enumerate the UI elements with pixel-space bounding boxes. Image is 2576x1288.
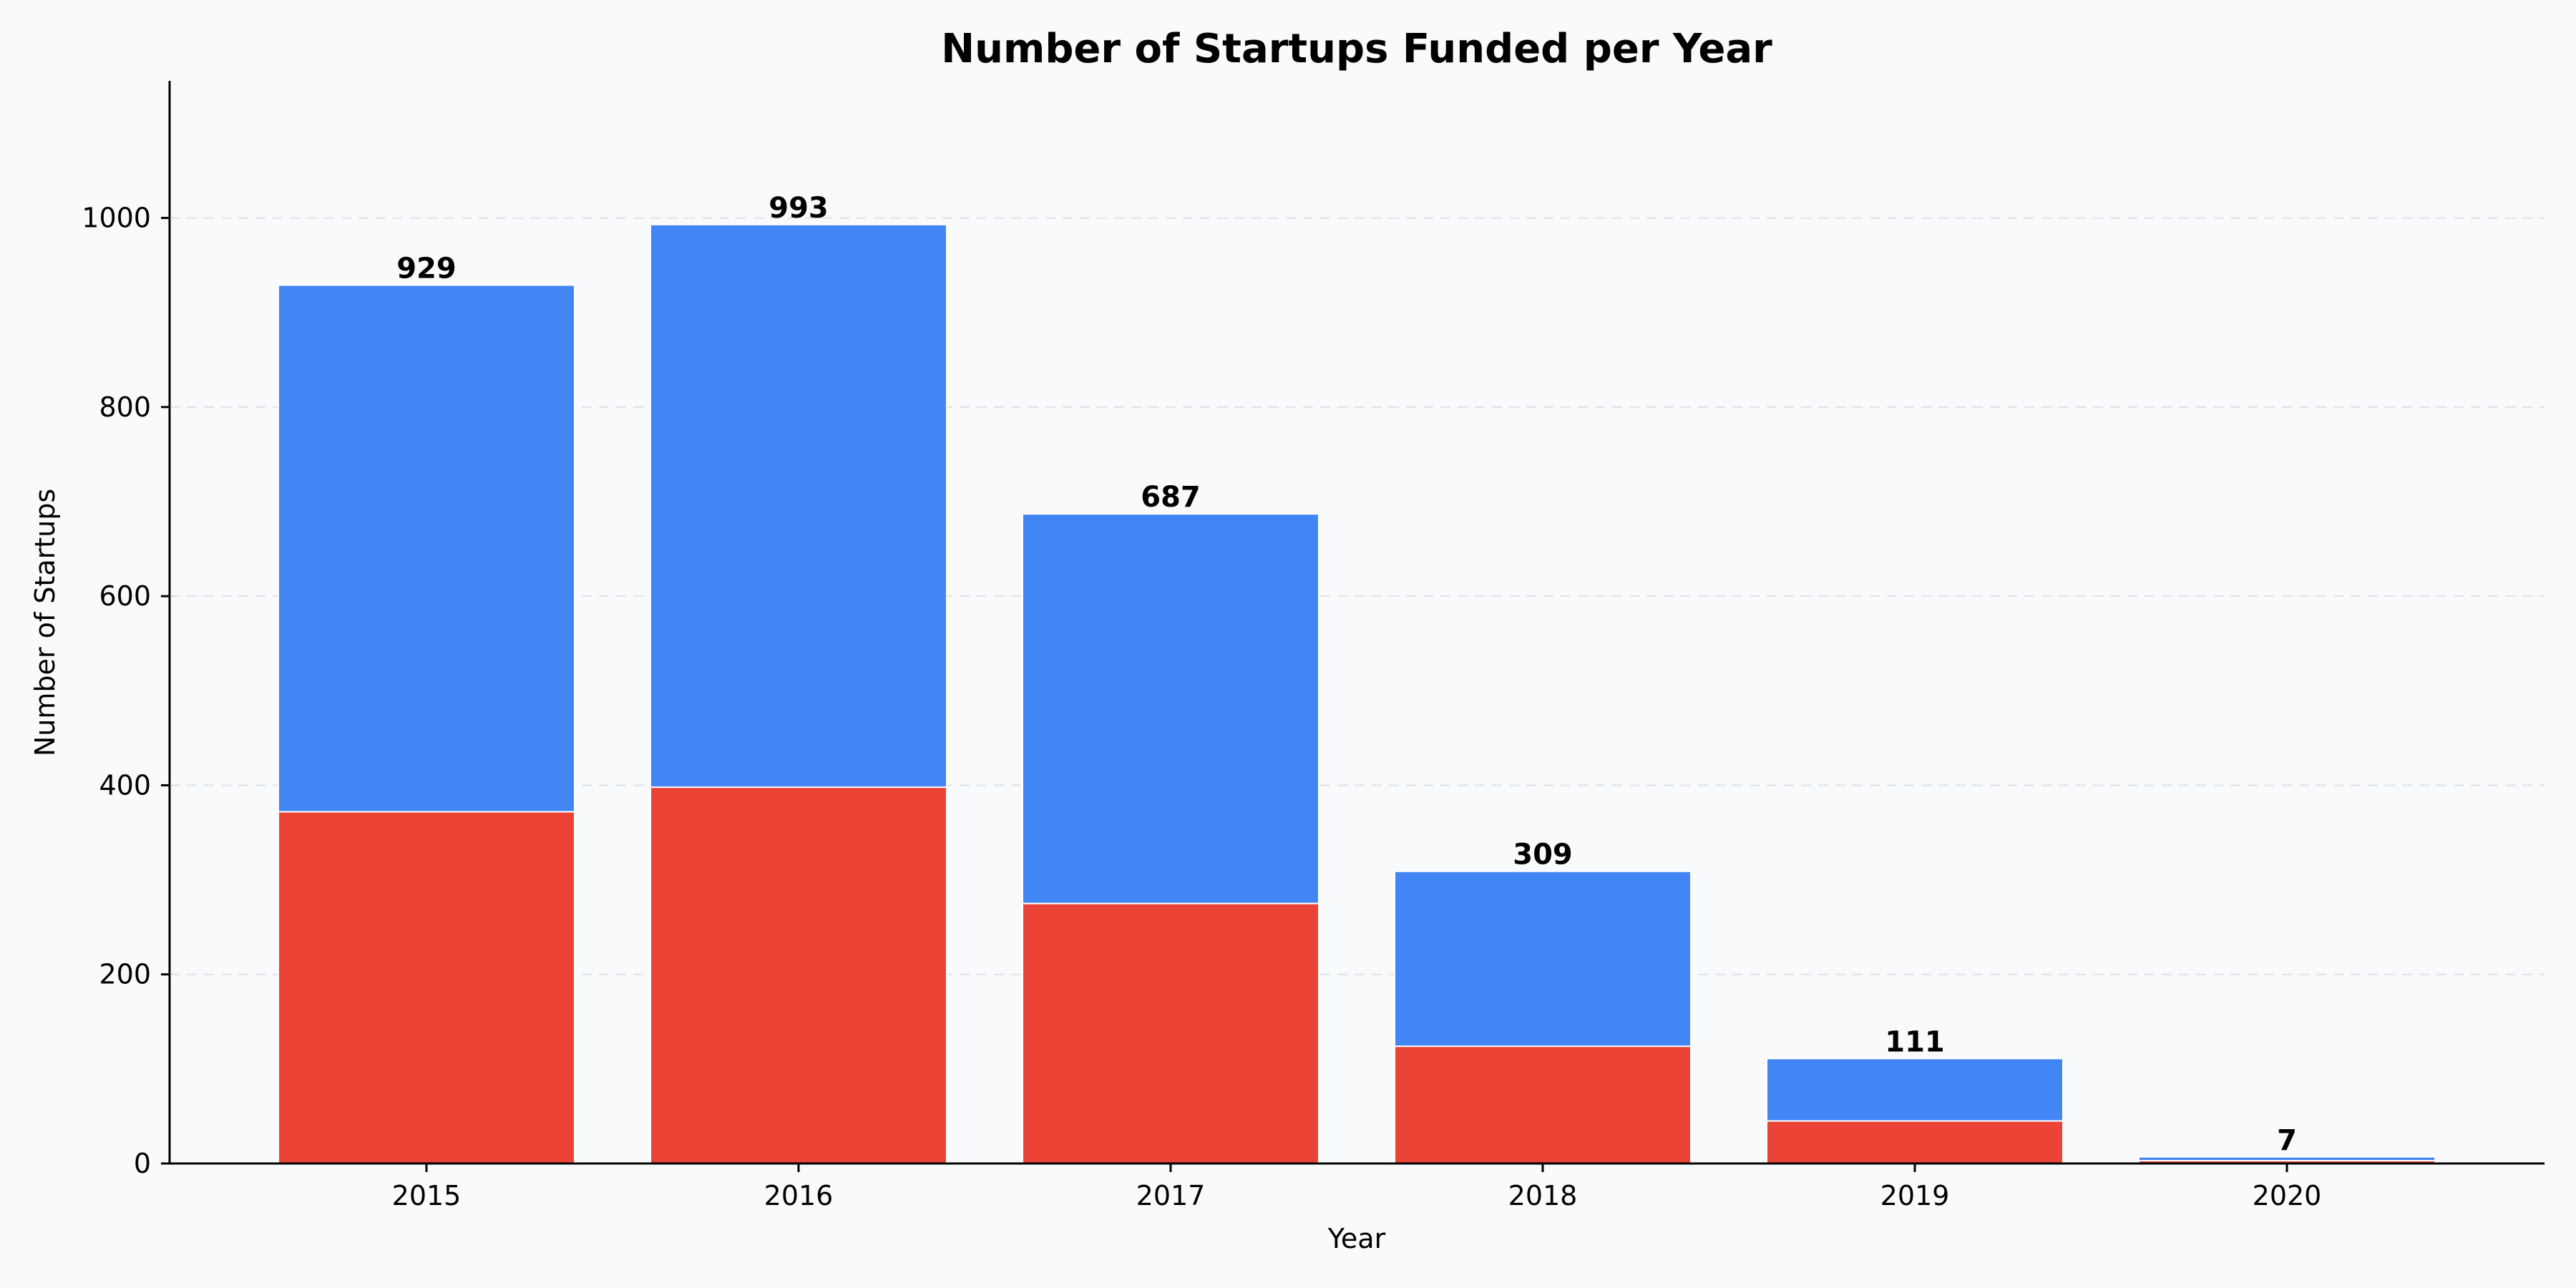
bar-segment — [1394, 870, 1692, 1048]
bar-segment — [650, 223, 947, 789]
ticks: 0 200 400 600 800 1000 2015 2016 2017 2018 2019 202… — [82, 203, 2321, 1211]
bar-segment — [2138, 1156, 2436, 1162]
x-tick-label: 2015 — [392, 1180, 462, 1211]
chart-title: Number of Startups Funded per Year — [941, 26, 1772, 72]
bar-segment — [1022, 902, 1319, 1164]
bar-total-label: 687 — [1141, 481, 1201, 514]
bar-total-label: 309 — [1513, 839, 1573, 872]
bar-segment — [1394, 1045, 1692, 1164]
x-tick-label: 2018 — [1508, 1180, 1578, 1211]
x-tick-label: 2017 — [1136, 1180, 1206, 1211]
bar-total-label: 7 — [2277, 1124, 2297, 1157]
axes — [168, 81, 2545, 1165]
bar-segment — [1022, 513, 1319, 904]
y-tick-label: 1000 — [82, 203, 151, 234]
bar-segment — [278, 284, 575, 813]
y-tick-label: 600 — [99, 580, 151, 612]
y-tick-label: 200 — [99, 959, 151, 990]
x-axis-title: Year — [1327, 1223, 1386, 1254]
x-tick-label: 2016 — [764, 1180, 834, 1211]
bar-total-label: 929 — [396, 252, 457, 285]
x-tick-label: 2019 — [1880, 1180, 1950, 1211]
bars — [278, 223, 2436, 1164]
bar-total-label: 111 — [1885, 1025, 1945, 1058]
bar-segment — [1766, 1120, 2064, 1164]
x-tick-label: 2020 — [2253, 1180, 2322, 1211]
y-axis-title: Number of Startups — [29, 489, 61, 756]
bar-segment — [650, 786, 947, 1164]
y-tick-label: 400 — [99, 769, 151, 801]
bar-segment — [278, 811, 575, 1164]
y-tick-label: 0 — [134, 1148, 151, 1179]
y-tick-label: 800 — [99, 391, 151, 423]
bar-total-label: 993 — [769, 192, 829, 225]
data-labels: 929 993 687 309 111 7 — [396, 192, 2297, 1157]
bar-segment — [1766, 1058, 2064, 1122]
